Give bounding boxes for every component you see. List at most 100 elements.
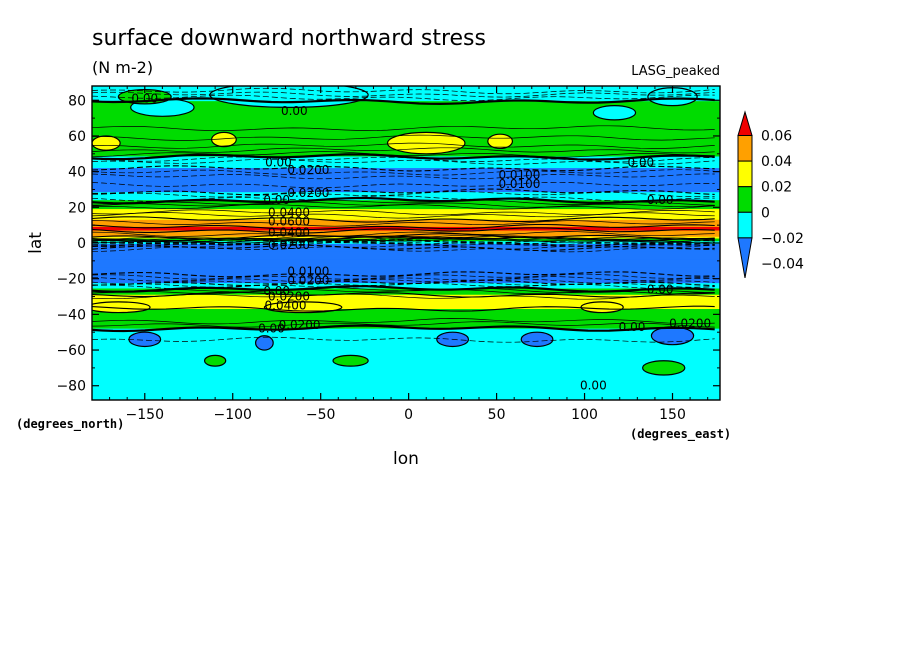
band xyxy=(92,325,720,327)
contour-region xyxy=(254,335,274,351)
contour-region xyxy=(641,360,686,376)
band xyxy=(92,391,720,394)
y-tick-label: 80 xyxy=(68,93,86,109)
contour-line xyxy=(92,276,715,283)
band xyxy=(92,213,720,216)
band xyxy=(92,189,720,191)
model-name: LASG_peaked xyxy=(631,64,720,79)
band xyxy=(92,178,720,181)
band xyxy=(92,174,720,176)
contour-line xyxy=(92,94,715,101)
band xyxy=(92,358,720,361)
contour-label: 0.00 xyxy=(258,322,285,336)
band xyxy=(92,317,720,320)
y-tick-label: −60 xyxy=(56,343,86,359)
band xyxy=(92,168,720,171)
contour-label: 0.0600 xyxy=(268,215,310,229)
band xyxy=(92,220,720,223)
band xyxy=(92,126,720,128)
band xyxy=(92,353,720,356)
band xyxy=(92,105,720,108)
band xyxy=(92,336,720,339)
band xyxy=(92,110,720,113)
band xyxy=(92,183,720,185)
contour-label: 0.00 xyxy=(580,379,607,393)
x-axis-label: lon xyxy=(393,449,419,469)
band xyxy=(92,357,720,359)
band xyxy=(92,157,720,159)
band xyxy=(92,131,720,133)
contour-line xyxy=(92,336,715,343)
band xyxy=(92,255,720,257)
x-tick-label: −50 xyxy=(306,407,336,423)
band xyxy=(92,202,720,205)
band xyxy=(92,362,720,365)
band xyxy=(92,119,720,122)
contour-line xyxy=(92,87,715,95)
band xyxy=(92,310,720,313)
band xyxy=(92,251,720,253)
contour-line xyxy=(92,188,715,196)
band xyxy=(92,364,720,366)
band xyxy=(92,269,720,272)
band xyxy=(92,249,720,251)
band xyxy=(92,245,720,248)
x-tick-label: 0 xyxy=(404,407,413,423)
band xyxy=(92,113,720,116)
contour-label: 0.0200 xyxy=(287,273,329,287)
y-tick-label: −80 xyxy=(56,379,86,395)
contour-line xyxy=(92,212,715,219)
band xyxy=(92,307,720,309)
band xyxy=(92,123,720,125)
band xyxy=(92,337,720,340)
x-tick-label: 150 xyxy=(659,407,686,423)
colorbar-label: 0.02 xyxy=(761,180,792,196)
contour-line xyxy=(92,321,715,328)
band xyxy=(92,116,720,118)
band xyxy=(92,300,720,303)
contour-label: 0.00 xyxy=(647,193,674,207)
band xyxy=(92,347,720,349)
band xyxy=(92,246,720,249)
band xyxy=(92,108,720,110)
colorbar-label: 0.04 xyxy=(761,154,792,170)
band xyxy=(92,211,720,214)
band xyxy=(92,204,720,207)
contour-line xyxy=(92,231,715,237)
band xyxy=(92,378,720,381)
y-axis-units: (degrees_north) xyxy=(16,417,124,432)
contour-line xyxy=(92,147,715,154)
band xyxy=(92,360,720,363)
band xyxy=(92,321,720,323)
band xyxy=(92,110,720,112)
band xyxy=(92,375,720,377)
contour-label: 0.00 xyxy=(627,156,654,170)
band xyxy=(92,230,720,233)
band xyxy=(92,216,720,218)
band xyxy=(92,191,720,193)
band xyxy=(92,265,720,267)
contour-line xyxy=(92,238,715,245)
band xyxy=(92,334,720,337)
band xyxy=(92,92,720,94)
band xyxy=(92,372,720,374)
colorbar-box xyxy=(737,160,753,188)
band xyxy=(92,208,720,210)
contour-label: 0.0100 xyxy=(287,265,329,279)
band xyxy=(92,370,720,373)
band xyxy=(92,259,720,261)
band xyxy=(92,232,720,234)
band xyxy=(92,395,720,398)
contour-label: 0.00 xyxy=(265,156,292,170)
contour-line xyxy=(92,273,715,280)
band xyxy=(92,97,720,100)
band xyxy=(92,292,720,294)
band xyxy=(92,172,720,175)
band xyxy=(92,389,720,391)
colorbar-label: −0.02 xyxy=(761,231,804,247)
contour-line xyxy=(92,201,715,208)
band xyxy=(92,111,720,114)
band xyxy=(92,385,720,388)
contour-label: 0.0400 xyxy=(268,225,310,239)
colorbar-extend-min xyxy=(737,237,753,278)
